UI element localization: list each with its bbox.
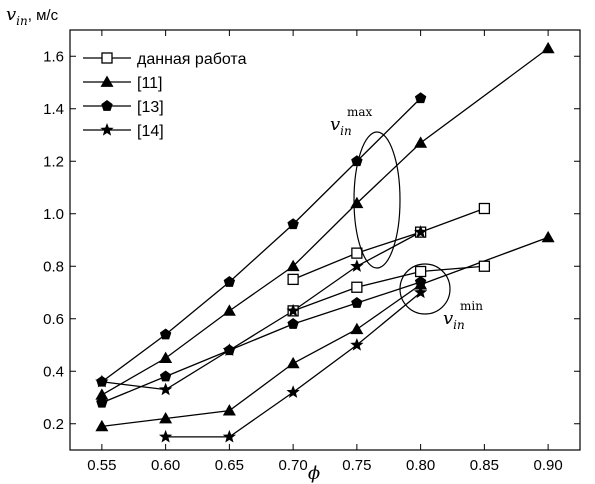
x-axis-ticks: 0.55 0.60 0.65 0.70 0.75 0.80 0.85 0.90 [87,30,563,474]
data-point-marker [350,338,364,351]
data-point-marker [159,412,173,424]
min-annotation-label: vin min [443,299,483,332]
data-point-marker [414,136,428,148]
svg-text:vin: vin [443,308,465,332]
data-point-marker [413,285,428,299]
x-tick-label: 0.85 [470,457,499,474]
y-axis-ticks: 0.2 0.4 0.6 0.8 1.0 1.2 1.4 1.6 [43,48,580,433]
data-point-marker [287,318,299,329]
legend-label: [14] [137,123,164,140]
legend-marker [100,75,114,87]
data-point-marker [414,276,427,287]
data-point-marker [222,304,236,316]
min-annotation-circle [399,263,451,315]
markers-layer [95,41,555,443]
y-axis-title: vin, м/с [6,4,59,28]
x-tick-label: 0.65 [215,457,244,474]
legend: данная работа [11] [13] [14] [83,51,247,140]
legend-label: [13] [137,99,164,116]
x-tick-label: 0.60 [151,457,180,474]
max-annotation-ellipse [353,131,401,269]
data-point-marker [222,343,237,356]
x-tick-label: 0.70 [279,457,308,474]
series-line [101,47,549,396]
data-point-marker [541,230,555,243]
x-tick-label: 0.80 [406,457,435,474]
plot-area-frame [69,29,581,451]
legend-marker [101,52,113,64]
y-tick-label: 0.4 [43,363,64,380]
data-point-marker [414,92,427,104]
y-tick-label: 1.2 [43,153,64,170]
data-point-marker [350,259,364,272]
data-point-marker [159,328,172,340]
min-annotation-superscript: min [460,299,483,313]
max-annotation-label: vin max [330,105,373,138]
series-line [101,281,421,404]
data-point-marker [351,297,363,308]
data-point-marker [541,41,555,54]
y-tick-label: 1.4 [43,101,64,118]
series-line [292,265,485,312]
y-tick-label: 1.6 [43,48,64,65]
data-point-marker [223,276,236,287]
max-annotation-symbol: v [330,114,340,135]
y-tick-label: 1.0 [43,206,64,223]
max-annotation-subscript: in [340,124,352,138]
data-point-marker [351,247,363,259]
data-point-marker [159,370,172,382]
series-line [101,231,421,391]
data-point-marker [95,419,109,432]
data-point-marker [287,273,299,286]
data-point-marker [159,351,173,363]
data-point-marker [286,385,300,398]
y-tick-label: 0.2 [43,416,64,433]
data-point-marker [95,374,109,388]
data-point-marker [286,259,300,272]
x-axis-title: ϕ [308,463,320,484]
data-point-marker [96,396,108,408]
data-point-marker [351,281,363,293]
data-point-marker [413,225,428,238]
y-axis-symbol: v [6,4,16,25]
y-axis-subscript: in [16,14,28,28]
data-point-marker [351,155,363,167]
data-point-marker [286,303,300,317]
legend-label: [11] [137,75,163,92]
data-point-marker [158,429,173,443]
min-annotation-symbol: v [443,308,453,329]
y-tick-label: 0.6 [43,311,64,328]
legend-label: данная работа [137,51,247,68]
max-annotation-superscript: max [347,105,373,119]
y-tick-label: 0.8 [43,258,64,275]
series-line [292,207,485,280]
data-point-marker [478,260,491,272]
svg-text:vin: vin [330,114,352,138]
series-line [101,97,422,383]
data-point-marker [95,388,109,400]
data-point-marker [287,218,299,230]
x-tick-label: 0.75 [342,457,371,474]
x-tick-label: 0.90 [534,457,563,474]
y-axis-unit: м/с [36,7,58,24]
data-point-marker [222,429,237,443]
data-point-marker [350,322,364,335]
legend-marker [101,100,113,111]
data-point-marker [222,404,236,416]
data-point-marker [414,265,427,278]
x-tick-label: 0.55 [87,457,116,474]
data-point-marker [286,356,300,369]
data-point-marker [158,382,173,396]
legend-marker [100,123,114,136]
min-annotation-subscript: in [453,318,465,332]
svg-text:vin, м/с: vin, м/с [6,4,59,28]
data-point-marker [478,202,491,215]
